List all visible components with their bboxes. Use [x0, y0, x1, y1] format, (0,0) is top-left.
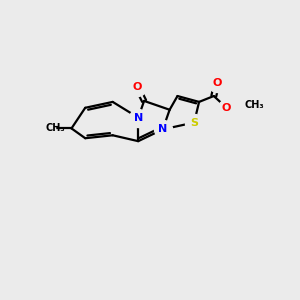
Text: CH₃: CH₃ — [46, 123, 66, 134]
Text: O: O — [212, 78, 221, 88]
Text: N: N — [134, 112, 143, 123]
Text: N: N — [158, 124, 167, 134]
Text: S: S — [190, 118, 198, 128]
Text: O: O — [133, 82, 142, 92]
Text: O: O — [222, 103, 231, 113]
Text: CH₃: CH₃ — [244, 100, 264, 110]
